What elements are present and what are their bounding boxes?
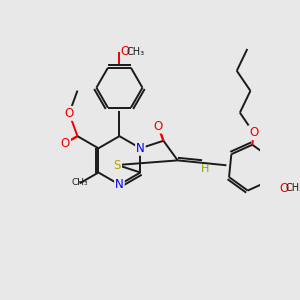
Text: O: O xyxy=(61,136,70,150)
Text: S: S xyxy=(114,158,121,172)
Text: N: N xyxy=(115,178,124,191)
Text: CH₃: CH₃ xyxy=(126,47,145,57)
Text: H: H xyxy=(201,164,209,174)
Text: O: O xyxy=(249,126,258,139)
Text: CH₃: CH₃ xyxy=(71,178,88,187)
Text: CH₃: CH₃ xyxy=(286,183,300,193)
Text: O: O xyxy=(120,45,130,58)
Text: N: N xyxy=(136,142,145,155)
Text: O: O xyxy=(154,120,163,133)
Text: O: O xyxy=(279,182,289,195)
Text: O: O xyxy=(64,107,74,120)
